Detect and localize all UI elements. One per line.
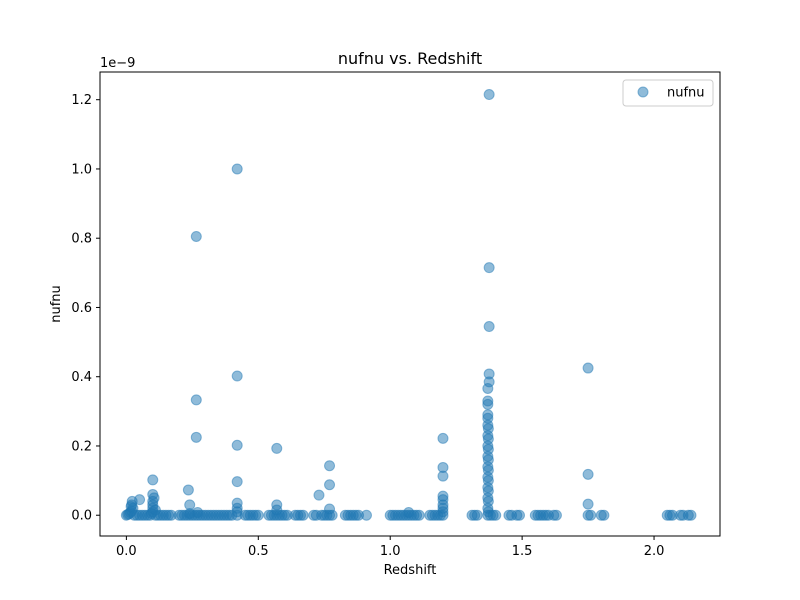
data-point bbox=[482, 454, 494, 466]
data-point bbox=[313, 489, 325, 501]
y-tick-label: 0.8 bbox=[71, 232, 92, 247]
data-point bbox=[582, 468, 594, 480]
data-point bbox=[482, 464, 494, 476]
data-point bbox=[437, 432, 449, 444]
data-point bbox=[482, 443, 494, 455]
data-point bbox=[231, 163, 243, 175]
data-point bbox=[585, 509, 597, 521]
y-tick-label: 0.2 bbox=[71, 439, 92, 454]
y-tick-label: 0.4 bbox=[71, 370, 92, 385]
data-point bbox=[184, 499, 196, 511]
data-point bbox=[134, 494, 146, 506]
data-point bbox=[437, 490, 449, 502]
data-points bbox=[120, 89, 697, 521]
data-point bbox=[550, 509, 562, 521]
data-point bbox=[413, 509, 425, 521]
x-tick-label: 0.0 bbox=[116, 544, 137, 559]
y-axis-ticks: 0.0 0.2 0.4 0.6 0.8 1.0 1.2 bbox=[71, 93, 100, 524]
data-point bbox=[685, 509, 697, 521]
data-point bbox=[190, 230, 202, 242]
y-tick-label: 1.2 bbox=[71, 93, 92, 108]
y-tick-label: 0.6 bbox=[71, 301, 92, 316]
data-point bbox=[437, 461, 449, 473]
x-tick-label: 1.5 bbox=[512, 544, 533, 559]
data-point bbox=[482, 495, 494, 507]
legend: nufnu bbox=[622, 79, 714, 107]
data-point bbox=[182, 484, 194, 496]
data-point bbox=[483, 262, 495, 274]
data-point bbox=[482, 423, 494, 435]
data-point bbox=[483, 321, 495, 333]
x-axis-ticks: 0.0 0.5 1.0 1.5 2.0 bbox=[116, 536, 664, 559]
data-point bbox=[326, 509, 338, 521]
data-point bbox=[190, 431, 202, 443]
legend-label: nufnu bbox=[667, 86, 705, 101]
y-tick-label: 1.0 bbox=[71, 162, 92, 177]
y-offset-text: 1e−9 bbox=[100, 56, 135, 71]
data-point bbox=[147, 474, 159, 486]
data-point bbox=[582, 498, 594, 510]
legend-marker bbox=[637, 86, 649, 98]
x-tick-label: 2.0 bbox=[644, 544, 665, 559]
data-point bbox=[483, 368, 495, 380]
data-point bbox=[482, 409, 494, 421]
data-point bbox=[598, 509, 610, 521]
data-point bbox=[482, 395, 494, 407]
y-axis-label: nufnu bbox=[49, 285, 64, 323]
legend-box bbox=[622, 79, 714, 107]
data-point bbox=[483, 89, 495, 101]
data-point bbox=[190, 394, 202, 406]
axes-frame bbox=[99, 71, 721, 537]
data-point bbox=[482, 433, 494, 445]
data-point bbox=[231, 439, 243, 451]
data-point bbox=[582, 362, 594, 374]
data-point bbox=[482, 475, 494, 487]
x-axis-label: Redshift bbox=[384, 563, 437, 578]
data-point bbox=[147, 488, 159, 500]
data-point bbox=[231, 370, 243, 382]
y-tick-label: 0.0 bbox=[71, 509, 92, 524]
data-point bbox=[490, 509, 502, 521]
data-point bbox=[297, 509, 309, 521]
data-point bbox=[513, 509, 525, 521]
data-point bbox=[324, 460, 336, 472]
data-point bbox=[471, 509, 483, 521]
x-tick-label: 1.0 bbox=[380, 544, 401, 559]
x-tick-label: 0.5 bbox=[248, 544, 269, 559]
data-point bbox=[271, 442, 283, 454]
data-point bbox=[231, 476, 243, 488]
data-point bbox=[252, 509, 264, 521]
data-point bbox=[324, 479, 336, 491]
chart-title: nufnu vs. Redshift bbox=[338, 49, 482, 68]
data-point bbox=[360, 509, 372, 521]
data-point bbox=[482, 485, 494, 497]
